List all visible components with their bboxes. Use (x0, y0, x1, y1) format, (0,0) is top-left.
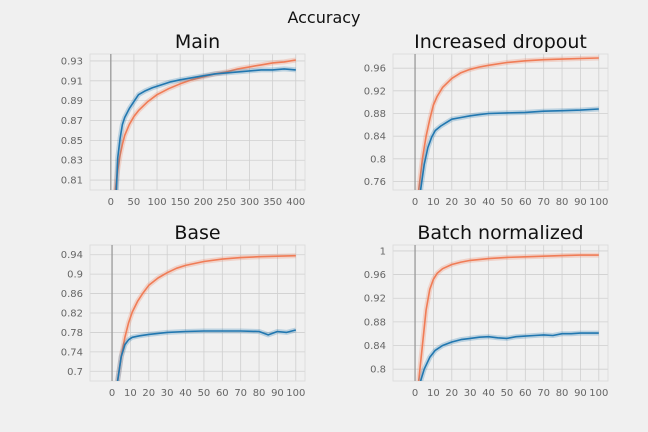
y-tick-label: 0.89 (61, 96, 83, 107)
x-tick-label: 0 (412, 388, 418, 399)
series-band-val (418, 330, 599, 381)
y-tick-label: 0.84 (364, 132, 386, 143)
series-line-val (419, 108, 599, 190)
panel-title: Batch normalized (417, 222, 583, 244)
x-tick-label: 10 (427, 197, 440, 208)
x-tick-label: 30 (464, 388, 477, 399)
x-tick-label: 10 (427, 388, 440, 399)
series-line-val (419, 332, 599, 381)
y-tick-label: 0.82 (61, 309, 83, 320)
x-tick-label: 60 (519, 388, 532, 399)
x-tick-label: 90 (574, 197, 587, 208)
x-tick-label: 10 (124, 388, 137, 399)
series-line-train (116, 254, 296, 381)
x-tick-label: 70 (537, 197, 550, 208)
x-tick-label: 50 (501, 197, 514, 208)
x-tick-label: 40 (482, 388, 495, 399)
series-line-train (417, 254, 599, 381)
series-band-train (112, 57, 297, 190)
x-tick-label: 100 (147, 197, 166, 208)
x-tick-label: 20 (142, 388, 155, 399)
y-tick-label: 0.86 (61, 289, 83, 300)
y-tick-label: 0.9 (67, 270, 83, 281)
chart-panel-3: 0 10 20 30 40 50 60 70 80 90 100 0.7 0.74 0.78 0.82 0.8… (61, 222, 306, 399)
x-tick-label: 90 (574, 388, 587, 399)
panel-title: Base (174, 222, 220, 244)
panel-title: Main (175, 31, 220, 53)
x-tick-label: 100 (589, 197, 608, 208)
x-tick-label: 400 (286, 197, 305, 208)
series-band-val (113, 66, 297, 190)
x-tick-label: 200 (194, 197, 213, 208)
chart-panel-4: 0 10 20 30 40 50 60 70 80 90 100 0.8 0.84 0.88 0.92 0.9… (364, 222, 609, 399)
x-tick-label: 0 (109, 388, 115, 399)
y-tick-label: 0.81 (61, 176, 83, 187)
chart-panel-2: 0 10 20 30 40 50 60 70 80 90 100 0.76 0.8 0.84 0.88 0.9… (364, 31, 609, 208)
y-tick-label: 0.87 (61, 116, 83, 127)
series-line-val (115, 68, 296, 190)
figure-title: Accuracy (287, 8, 360, 27)
series-line-train (114, 59, 296, 190)
series-band-val (115, 327, 297, 381)
x-tick-label: 20 (445, 197, 458, 208)
y-tick-label: 0.8 (370, 365, 386, 376)
y-tick-label: 0.96 (364, 64, 386, 75)
x-tick-label: 80 (556, 388, 569, 399)
x-tick-label: 300 (240, 197, 259, 208)
plot-frame (392, 53, 609, 191)
x-tick-label: 30 (464, 197, 477, 208)
y-tick-label: 0.7 (67, 367, 83, 378)
x-tick-label: 60 (519, 197, 532, 208)
plot-frame (89, 244, 306, 382)
x-tick-label: 70 (234, 388, 247, 399)
x-tick-label: 0 (412, 197, 418, 208)
y-tick-label: 0.85 (61, 136, 83, 147)
x-tick-label: 80 (253, 388, 266, 399)
y-tick-label: 0.96 (364, 270, 386, 281)
panel-title: Increased dropout (414, 31, 587, 53)
y-tick-label: 0.8 (370, 154, 386, 165)
y-tick-label: 0.84 (364, 341, 386, 352)
y-tick-label: 0.93 (61, 56, 83, 67)
x-tick-label: 30 (161, 388, 174, 399)
x-tick-label: 40 (179, 388, 192, 399)
y-tick-label: 0.91 (61, 76, 83, 87)
x-tick-label: 50 (198, 388, 211, 399)
y-tick-label: 0.76 (364, 177, 386, 188)
x-tick-label: 100 (286, 388, 305, 399)
x-tick-label: 70 (537, 388, 550, 399)
y-tick-label: 0.92 (364, 86, 386, 97)
x-tick-label: 250 (217, 197, 236, 208)
y-tick-label: 0.94 (61, 250, 83, 261)
y-tick-label: 0.92 (364, 294, 386, 305)
chart-panel-1: 0 50 100 150 200 250 300 350 400 0.81 0.83 0.85 0.87… (61, 31, 306, 208)
plot-frame (89, 53, 306, 191)
x-tick-label: 50 (128, 197, 141, 208)
x-tick-label: 90 (271, 388, 284, 399)
x-tick-label: 40 (482, 197, 495, 208)
x-tick-label: 0 (108, 197, 114, 208)
x-tick-label: 20 (445, 388, 458, 399)
series-band-train (416, 252, 599, 381)
y-tick-label: 0.88 (364, 317, 386, 328)
x-tick-label: 50 (501, 388, 514, 399)
x-tick-label: 60 (216, 388, 229, 399)
y-tick-label: 0.88 (364, 109, 386, 120)
y-tick-label: 0.83 (61, 156, 83, 167)
y-tick-label: 0.78 (61, 328, 83, 339)
series-line-val (116, 329, 297, 381)
x-tick-label: 100 (589, 388, 608, 399)
y-tick-label: 0.74 (61, 347, 83, 358)
plot-frame (392, 244, 609, 382)
series-line-train (417, 57, 599, 190)
x-tick-label: 80 (556, 197, 569, 208)
x-tick-label: 150 (171, 197, 190, 208)
y-tick-label: 1 (380, 246, 386, 257)
x-tick-label: 350 (263, 197, 282, 208)
